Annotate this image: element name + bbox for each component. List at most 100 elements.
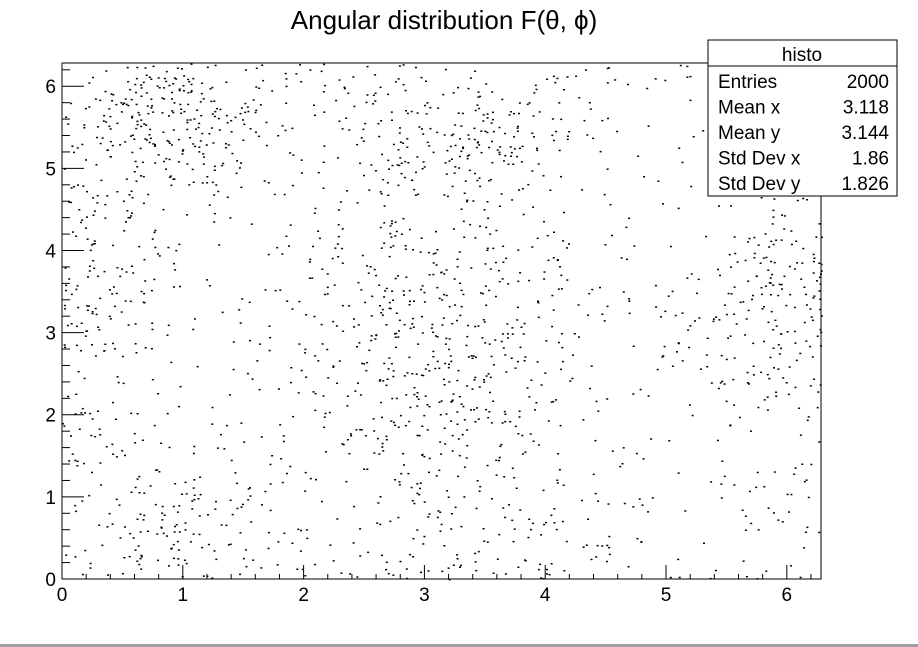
scatter-point: [143, 292, 146, 295]
scatter-point: [720, 354, 723, 357]
scatter-point: [105, 446, 108, 448]
scatter-point: [456, 411, 459, 413]
scatter-point: [385, 324, 388, 326]
scatter-point: [482, 319, 485, 321]
scatter-point: [467, 87, 470, 90]
scatter-point: [239, 322, 242, 324]
scatter-point: [483, 379, 485, 381]
scatter-point: [606, 82, 609, 84]
scatter-point: [760, 287, 763, 289]
scatter-point: [488, 289, 491, 292]
scatter-point: [781, 214, 783, 216]
scatter-point: [83, 127, 86, 129]
scatter-point: [96, 136, 98, 139]
scatter-point: [647, 125, 650, 127]
scatter-point: [376, 522, 379, 524]
scatter-point: [125, 178, 128, 180]
scatter-point: [202, 575, 205, 577]
scatter-point: [370, 164, 373, 166]
scatter-point: [550, 401, 553, 403]
scatter-point: [654, 284, 657, 287]
scatter-point: [462, 405, 465, 408]
scatter-point: [131, 151, 134, 154]
scatter-point: [78, 428, 81, 430]
scatter-point: [813, 378, 816, 380]
scatter-point: [267, 182, 270, 184]
scatter-point: [408, 356, 411, 359]
scatter-point: [753, 236, 756, 239]
scatter-point: [136, 518, 139, 520]
scatter-point: [158, 87, 161, 89]
scatter-point: [398, 319, 401, 322]
stats-row-label: Std Dev x: [718, 149, 801, 170]
scatter-point: [469, 77, 472, 79]
scatter-point: [225, 147, 228, 149]
scatter-point: [482, 528, 485, 530]
scatter-point: [449, 145, 452, 148]
scatter-point: [462, 147, 465, 150]
scatter-point: [775, 239, 778, 241]
scatter-point: [421, 315, 423, 318]
scatter-point: [438, 469, 441, 472]
scatter-point: [160, 442, 163, 444]
scatter-point: [206, 176, 209, 178]
scatter-point: [635, 452, 638, 455]
scatter-point: [178, 89, 181, 92]
scatter-point: [142, 81, 145, 84]
scatter-point: [559, 266, 561, 268]
scatter-point: [383, 296, 386, 298]
scatter-point: [214, 64, 217, 67]
scatter-point: [508, 504, 510, 506]
scatter-point: [767, 507, 770, 509]
scatter-point: [801, 262, 804, 264]
scatter-point: [207, 543, 210, 546]
scatter-point: [397, 149, 400, 151]
scatter-point: [757, 244, 760, 246]
scatter-point: [793, 473, 796, 475]
scatter-point: [289, 224, 292, 226]
scatter-point: [677, 472, 680, 474]
scatter-point: [606, 67, 609, 70]
scatter-point: [213, 169, 216, 171]
scatter-point: [190, 91, 193, 93]
scatter-point: [584, 69, 587, 71]
scatter-point: [313, 315, 316, 318]
scatter-point: [399, 560, 402, 563]
scatter-point: [809, 345, 812, 348]
scatter-point: [314, 114, 316, 116]
scatter-point: [513, 528, 516, 530]
scatter-point: [436, 131, 439, 134]
scatter-point: [183, 75, 186, 77]
scatter-point: [282, 435, 285, 437]
scatter-point: [427, 516, 430, 518]
scatter-point: [150, 98, 153, 100]
scatter-point: [407, 162, 410, 164]
scatter-point: [386, 182, 389, 184]
scatter-point: [81, 143, 84, 146]
scatter-point: [441, 299, 444, 301]
scatter-point: [817, 391, 820, 393]
scatter-point: [199, 140, 202, 142]
scatter-point: [265, 144, 268, 147]
scatter-point: [420, 76, 423, 79]
scatter-point: [416, 492, 419, 495]
scatter-point: [381, 446, 384, 448]
scatter-point: [632, 506, 635, 508]
scatter-point: [551, 325, 554, 328]
scatter-point: [474, 237, 477, 239]
scatter-point: [75, 235, 78, 237]
scatter-point: [235, 172, 238, 175]
scatter-point: [352, 542, 355, 544]
scatter-point: [279, 289, 282, 291]
scatter-point: [409, 327, 412, 330]
scatter-point: [561, 333, 564, 335]
scatter-point: [152, 65, 155, 68]
scatter-point: [692, 136, 695, 138]
scatter-point: [215, 500, 217, 503]
scatter-point: [131, 115, 134, 118]
scatter-point: [504, 354, 507, 356]
scatter-point: [173, 77, 176, 79]
scatter-point: [536, 237, 539, 240]
scatter-point: [408, 420, 411, 423]
